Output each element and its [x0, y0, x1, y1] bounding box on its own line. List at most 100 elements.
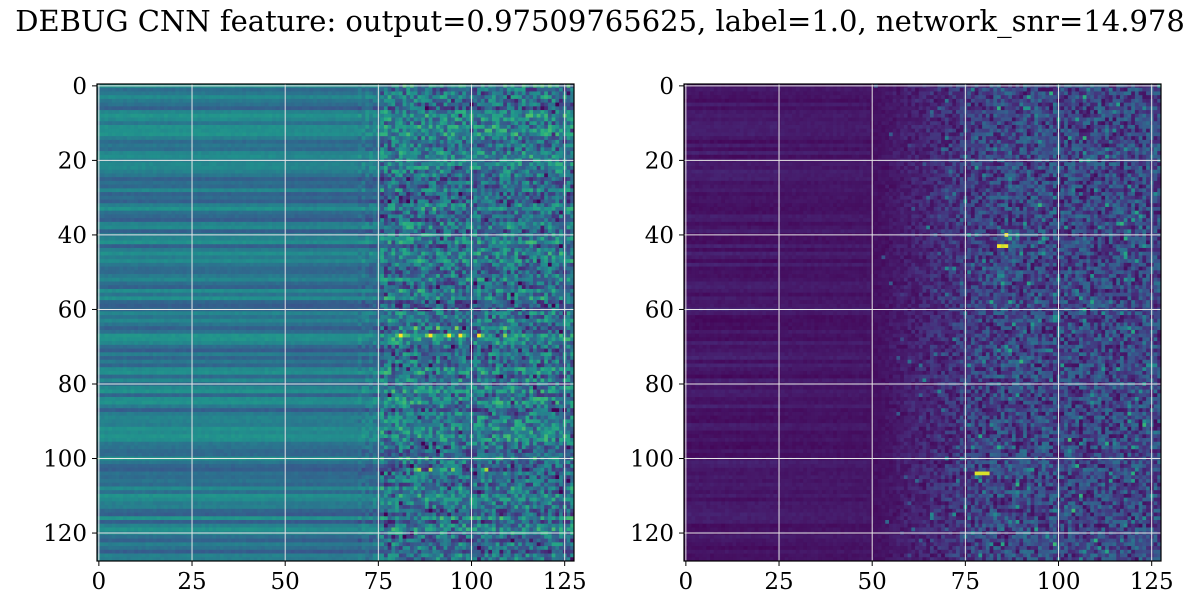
heatmap-cell [313, 169, 318, 174]
heatmap-cell [264, 110, 269, 115]
heatmap-cell [406, 151, 411, 156]
heatmap-cell [365, 113, 370, 118]
heatmap-cell [383, 136, 389, 141]
heatmap-cell [279, 87, 284, 92]
heatmap-cell [480, 143, 485, 148]
heatmap-cell [342, 110, 348, 115]
heatmap-cell [331, 147, 336, 152]
heatmap-cell [111, 136, 117, 141]
heatmap-cell [178, 121, 184, 126]
heatmap-cell [369, 180, 374, 186]
heatmap-cell [149, 173, 154, 178]
heatmap-cell [324, 91, 329, 96]
heatmap-cell [328, 147, 333, 152]
heatmap-cell [447, 154, 452, 159]
heatmap-cell [313, 87, 318, 92]
heatmap-cell [387, 87, 392, 92]
heatmap-cell [380, 177, 385, 182]
heatmap-cell [290, 206, 295, 212]
heatmap-cell [380, 225, 385, 230]
heatmap-cell [164, 98, 169, 104]
heatmap-cell [514, 110, 519, 115]
heatmap-cell [518, 95, 523, 100]
heatmap-cell [205, 188, 210, 193]
heatmap-cell [119, 110, 124, 115]
heatmap-cell [506, 151, 512, 156]
heatmap-cell [305, 110, 310, 115]
heatmap-cell [424, 106, 430, 111]
heatmap-cell [331, 121, 336, 126]
heatmap-cell [395, 110, 400, 115]
heatmap-cell [141, 165, 146, 171]
heatmap-cell [518, 206, 523, 212]
heatmap-cell [398, 173, 403, 178]
heatmap-cell [324, 199, 329, 204]
heatmap-cell [216, 169, 221, 174]
heatmap-cell [428, 143, 433, 148]
heatmap-cell [130, 169, 135, 174]
heatmap-cell [320, 91, 325, 96]
heatmap-cell [439, 221, 444, 227]
heatmap-cell [342, 117, 348, 122]
heatmap-cell [465, 151, 471, 156]
heatmap-cell [145, 173, 150, 178]
heatmap-cell [398, 180, 403, 186]
heatmap-cell [354, 136, 359, 141]
heatmap-cell [387, 214, 392, 219]
heatmap-cell [421, 184, 426, 189]
heatmap-cell [458, 91, 463, 96]
heatmap-cell [160, 192, 165, 197]
heatmap-cell [219, 95, 225, 100]
heatmap-cell [313, 188, 318, 193]
heatmap-cell [216, 210, 221, 215]
heatmap-cell [424, 117, 430, 122]
heatmap-cell [428, 173, 433, 178]
heatmap-cell [547, 214, 553, 219]
heatmap-cell [197, 98, 202, 104]
heatmap-cell [372, 143, 377, 148]
heatmap-cell [417, 188, 422, 193]
heatmap-cell [484, 195, 489, 200]
heatmap-cell [506, 136, 512, 141]
heatmap-cell [514, 221, 519, 227]
heatmap-cell [383, 195, 389, 200]
heatmap-cell [320, 203, 325, 208]
heatmap-cell [428, 180, 433, 186]
heatmap-cell [231, 195, 236, 200]
heatmap-cell [398, 147, 403, 152]
heatmap-cell [156, 195, 161, 200]
heatmap-cell [301, 113, 307, 118]
heatmap-cell [432, 117, 437, 122]
heatmap-cell [227, 184, 232, 189]
heatmap-cell [346, 91, 351, 96]
heatmap-cell [447, 162, 452, 167]
heatmap-cell [421, 106, 426, 111]
heatmap-cell [156, 136, 161, 141]
heatmap-cell [533, 173, 538, 178]
heatmap-cell [369, 113, 374, 118]
heatmap-cell [495, 177, 500, 182]
heatmap-cell [246, 214, 251, 219]
heatmap-cell [529, 121, 534, 126]
heatmap-cell [149, 91, 154, 96]
heatmap-cell [443, 221, 448, 227]
heatmap-cell [428, 214, 433, 219]
heatmap-cell [104, 229, 109, 234]
heatmap-cell [193, 128, 199, 133]
heatmap-cell [201, 173, 206, 178]
heatmap-cell [439, 210, 444, 215]
heatmap-cell [480, 128, 485, 133]
heatmap-cell [104, 128, 109, 133]
heatmap-cell [462, 98, 467, 104]
heatmap-cell [443, 147, 448, 152]
heatmap-cell [529, 98, 534, 104]
heatmap-cell [178, 162, 184, 167]
heatmap-cell [413, 162, 418, 167]
heatmap-cell [354, 139, 359, 145]
heatmap-cell [361, 192, 366, 197]
heatmap-cell [380, 199, 385, 204]
heatmap-cell [387, 210, 392, 215]
heatmap-cell [372, 91, 377, 96]
heatmap-cell [156, 203, 161, 208]
heatmap-cell [506, 169, 512, 174]
